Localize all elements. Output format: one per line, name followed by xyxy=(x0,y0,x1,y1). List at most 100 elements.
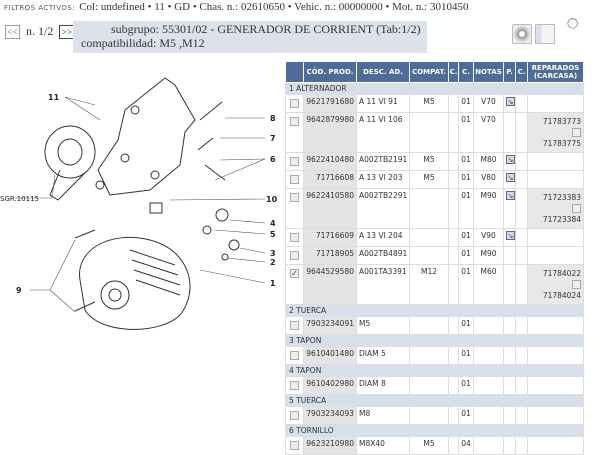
compat xyxy=(409,346,449,365)
description: M5 xyxy=(356,316,410,335)
row-checkbox[interactable] xyxy=(290,193,299,202)
label-5: 5 xyxy=(270,230,276,239)
row-checkbox[interactable] xyxy=(290,99,299,108)
group-row: 3 TAPON xyxy=(285,334,584,347)
table-row[interactable]: 7903234093 M8 01 xyxy=(285,406,584,425)
col-notes[interactable]: NOTAS xyxy=(473,61,504,83)
description: A 13 VI 204 xyxy=(356,228,410,247)
row-checkbox[interactable] xyxy=(290,321,299,330)
compat: M12 xyxy=(409,264,449,305)
picture-icon[interactable]: ↘ xyxy=(506,155,515,164)
repaired-cell xyxy=(527,376,584,395)
description: M8 xyxy=(356,406,410,425)
group-title: 5 TUERCA xyxy=(285,394,584,407)
picture-icon[interactable]: ↘ xyxy=(506,231,515,240)
repaired-cell xyxy=(527,170,584,189)
product-code: 7903234091 xyxy=(303,316,357,335)
col-c3[interactable]: C. xyxy=(515,61,528,83)
label-sgr: SGR.10115 xyxy=(0,195,39,203)
picture-cell: ↘ xyxy=(503,152,516,171)
select-cell xyxy=(285,112,304,153)
label-7: 7 xyxy=(270,134,276,143)
select-cell xyxy=(285,228,304,247)
row-checkbox[interactable] xyxy=(290,411,299,420)
picture-icon[interactable]: ↘ xyxy=(506,97,515,106)
compat xyxy=(409,112,449,153)
help-bulb-icon[interactable]: ◯ xyxy=(567,18,579,29)
row-checkbox[interactable] xyxy=(290,175,299,184)
notes: M60 xyxy=(473,264,504,305)
col-code[interactable]: CÓD. PROD. xyxy=(303,61,357,83)
select-cell xyxy=(285,346,304,365)
c1 xyxy=(448,94,459,113)
description: DIAM 5 xyxy=(356,346,410,365)
repaired-checkbox[interactable] xyxy=(572,128,581,137)
select-cell xyxy=(285,376,304,395)
table-header: CÓD. PROD. DESC. AD. COMPAT. C. C. NOTAS… xyxy=(285,61,584,83)
row-checkbox[interactable] xyxy=(290,381,299,390)
table-row[interactable]: 9621791680 A 11 VI 91 M5 01 V70 ↘ xyxy=(285,94,584,113)
product-code: 9610401480 xyxy=(303,346,357,365)
label-1: 1 xyxy=(270,279,276,288)
notes xyxy=(473,376,504,395)
c1 xyxy=(448,246,459,265)
table-row[interactable]: 71718905 A002TB4891 01 M90 xyxy=(285,246,584,265)
quantity: 04 xyxy=(458,436,474,455)
table-row[interactable]: ✓ 9644529580 A001TA3391 M12 01 M60 71784022 717… xyxy=(285,264,584,305)
picture-cell xyxy=(503,436,516,455)
table-row[interactable]: 9622410580 A002TB2291 01 M90 ↘ 71723383 717233… xyxy=(285,188,584,229)
row-checkbox[interactable]: ✓ xyxy=(290,269,299,278)
c1 xyxy=(448,264,459,305)
table-row[interactable]: 9610402980 DIAM 8 01 xyxy=(285,376,584,395)
parts-drawing xyxy=(44,77,240,330)
quantity: 01 xyxy=(458,228,474,247)
description: A002TB2291 xyxy=(356,188,410,229)
row-checkbox[interactable] xyxy=(290,251,299,260)
row-checkbox[interactable] xyxy=(290,233,299,242)
col-c2[interactable]: C. xyxy=(458,61,474,83)
label-10: 10 xyxy=(266,195,278,204)
table-row[interactable]: 71716608 A 13 VI 203 M5 01 V80 ↘ xyxy=(285,170,584,189)
page-indicator: n. 1/2 xyxy=(26,24,54,38)
picture-icon[interactable]: ↘ xyxy=(506,173,515,182)
col-c1[interactable]: C. xyxy=(448,61,459,83)
group-title: 1 ALTERNADOR xyxy=(285,82,584,95)
prev-page-button[interactable]: << xyxy=(5,24,20,39)
table-view-icon[interactable] xyxy=(535,24,555,44)
notes xyxy=(473,316,504,335)
c1 xyxy=(448,112,459,153)
table-row[interactable]: 9610401480 DIAM 5 01 xyxy=(285,346,584,365)
col-desc[interactable]: DESC. AD. xyxy=(356,61,410,83)
repaired-cell xyxy=(527,436,584,455)
parts-table: CÓD. PROD. DESC. AD. COMPAT. C. C. NOTAS… xyxy=(285,61,584,455)
table-row[interactable]: 9642879980 A 11 VI 106 01 V70 71783773 717837… xyxy=(285,112,584,153)
repaired-cell xyxy=(527,246,584,265)
row-checkbox[interactable] xyxy=(290,157,299,166)
row-checkbox[interactable] xyxy=(290,441,299,450)
table-row[interactable]: 9623210980 M8X40 M5 04 xyxy=(285,436,584,455)
repaired-checkbox[interactable] xyxy=(572,204,581,213)
repaired-checkbox[interactable] xyxy=(572,280,581,289)
c3 xyxy=(515,152,528,171)
group-title: 2 TUERCA xyxy=(285,304,584,317)
col-repaired[interactable]: REPARADOS (CARCASA) xyxy=(527,61,584,83)
col-compat[interactable]: COMPAT. xyxy=(409,61,449,83)
picture-cell: ↘ xyxy=(503,188,516,229)
table-row[interactable]: 9622410480 A002TB2191 M5 01 M80 ↘ xyxy=(285,152,584,171)
product-code: 9623210980 xyxy=(303,436,357,455)
repaired-cell xyxy=(527,94,584,113)
product-code: 71716608 xyxy=(303,170,357,189)
description: A002TB4891 xyxy=(356,246,410,265)
compat: M5 xyxy=(409,152,449,171)
row-checkbox[interactable] xyxy=(290,117,299,126)
disc-view-icon[interactable] xyxy=(512,24,532,44)
description: M8X40 xyxy=(356,436,410,455)
label-6: 6 xyxy=(270,155,276,164)
table-row[interactable]: 7903234091 M5 01 xyxy=(285,316,584,335)
product-code: 71716609 xyxy=(303,228,357,247)
table-row[interactable]: 71716609 A 13 VI 204 01 V90 ↘ xyxy=(285,228,584,247)
picture-icon[interactable]: ↘ xyxy=(506,191,515,200)
row-checkbox[interactable] xyxy=(290,351,299,360)
quantity: 01 xyxy=(458,316,474,335)
col-p[interactable]: P. xyxy=(503,61,516,83)
